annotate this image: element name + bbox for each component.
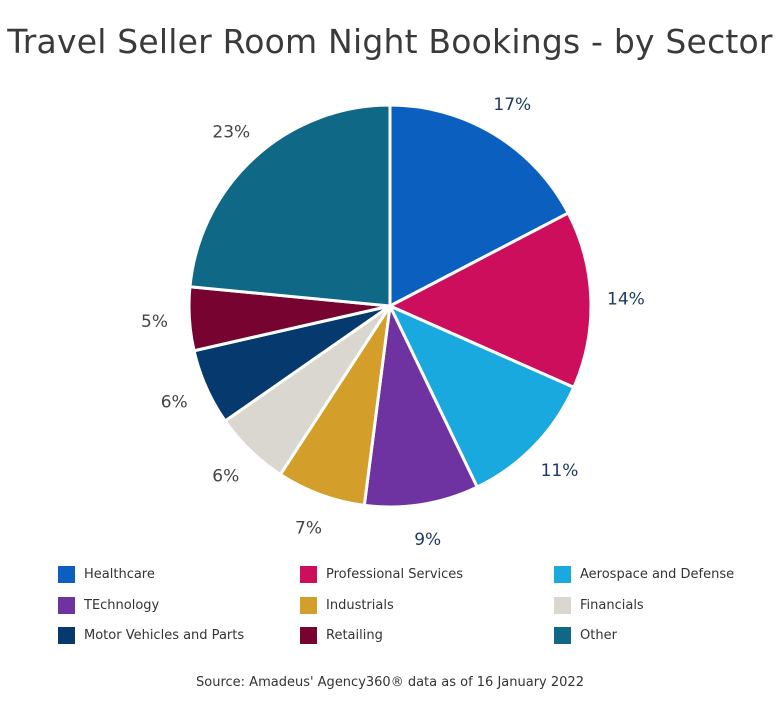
legend-swatch — [58, 596, 75, 614]
legend-item: Industrials — [300, 596, 394, 614]
pie-slice-professional-services — [388, 211, 593, 389]
legend-label: Healthcare — [84, 566, 155, 582]
pie-slice-other — [188, 103, 392, 308]
legend-label: Professional Services — [326, 566, 464, 582]
legend-label: Motor Vehicles and Parts — [84, 627, 245, 643]
legend-item: Aerospace and Defense — [554, 565, 734, 583]
pie-label-professional-services: 14% — [607, 289, 645, 309]
legend-swatch — [300, 565, 317, 583]
chart-title: Travel Seller Room Night Bookings - by S… — [7, 22, 773, 61]
legend-label: Industrials — [326, 597, 394, 613]
pie-slices — [187, 103, 593, 509]
pie-label-technology: 9% — [414, 530, 441, 550]
pie-label-motor-vehicles-and-parts: 6% — [161, 393, 188, 413]
legend-item: Other — [554, 626, 617, 644]
legend-swatch — [554, 596, 571, 614]
source-note: Source: Amadeus' Agency360® data as of 1… — [196, 675, 584, 690]
legend-swatch — [58, 626, 75, 644]
pie-labels: 17% 14% 11% 9% 7% 6% 6% 5% 23% — [141, 95, 645, 550]
legend-label: TEchnology — [84, 597, 160, 613]
legend-item: Professional Services — [300, 565, 463, 583]
legend-swatch — [300, 596, 317, 614]
legend-item: TEchnology — [58, 596, 159, 614]
legend-item: Retailing — [300, 626, 383, 644]
pie-label-retailing: 5% — [141, 312, 168, 332]
legend-item: Motor Vehicles and Parts — [58, 626, 244, 644]
legend-item: Financials — [554, 596, 644, 614]
legend-swatch — [554, 626, 571, 644]
pie-slice-healthcare — [388, 103, 570, 308]
pie-label-healthcare: 17% — [493, 95, 531, 115]
legend-label: Other — [580, 627, 617, 643]
legend-label: Retailing — [326, 627, 383, 643]
pie-label-aerospace-and-defense: 11% — [541, 461, 579, 481]
pie-slice-aerospace-and-defense — [388, 304, 576, 489]
legend-label: Aerospace and Defense — [580, 566, 735, 582]
pie-slice-technology — [362, 304, 479, 509]
legend-swatch — [300, 626, 317, 644]
legend-swatch — [554, 565, 571, 583]
pie-label-other: 23% — [212, 122, 250, 142]
pie-chart: 17% 14% 11% 9% 7% 6% 6% 5% 23% — [141, 95, 645, 550]
pie-label-financials: 6% — [212, 467, 239, 487]
legend-label: Financials — [580, 597, 644, 613]
legend-swatch — [58, 565, 75, 583]
pie-label-industrials: 7% — [295, 519, 322, 539]
legend-item: Healthcare — [58, 565, 155, 583]
